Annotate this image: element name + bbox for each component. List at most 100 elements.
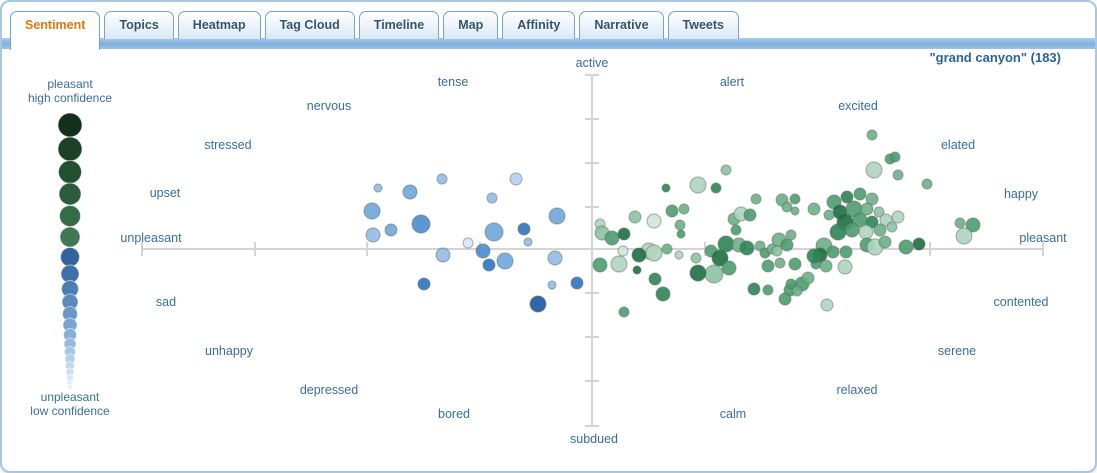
tweet-dot[interactable] [778,292,792,306]
tweet-dot[interactable] [912,237,926,251]
tweet-dot[interactable] [484,222,504,242]
tweet-dot[interactable] [754,240,766,252]
tweet-dot[interactable] [710,182,722,194]
tweet-dot[interactable] [892,169,904,181]
tweet-dot[interactable] [774,257,786,269]
tweet-dot[interactable] [384,223,398,237]
tweet-dot[interactable] [617,245,629,257]
tab-narrative[interactable]: Narrative [579,11,664,39]
tweet-dot[interactable] [365,227,381,243]
tweet-dot[interactable] [780,238,794,252]
tweet-dot[interactable] [829,223,847,241]
tweet-dot[interactable] [955,227,973,245]
tweet-dot[interactable] [747,282,761,296]
tweet-dot[interactable] [790,206,800,216]
tweet-dot[interactable] [475,243,491,259]
tweet-dot[interactable] [853,187,867,201]
tweet-dot[interactable] [632,265,642,275]
tab-tag-cloud[interactable]: Tag Cloud [264,11,355,39]
tweet-dot[interactable] [496,252,514,270]
tab-affinity[interactable]: Affinity [502,11,576,39]
tab-heatmap[interactable]: Heatmap [177,11,261,39]
tab-map[interactable]: Map [443,11,499,39]
tweet-dot[interactable] [873,223,887,237]
tweet-dot[interactable] [517,222,531,236]
tweet-dot[interactable] [689,264,707,282]
tweet-dot[interactable] [791,285,803,297]
tweet-dot[interactable] [891,210,905,224]
tweet-dot[interactable] [761,259,775,273]
tweet-dot[interactable] [646,213,662,229]
tweet-dot[interactable] [860,202,874,216]
tweet-dot[interactable] [547,250,563,266]
tweet-dot[interactable] [771,245,783,257]
tweet-dot[interactable] [482,258,496,272]
tweet-dot[interactable] [402,184,418,200]
tweet-dot[interactable] [839,245,853,259]
tweet-dot[interactable] [840,190,854,204]
tweet-dot[interactable] [604,230,620,246]
tweet-dot[interactable] [720,164,732,176]
tweet-dot[interactable] [789,193,801,205]
tweet-dot[interactable] [690,252,702,264]
tweet-dot[interactable] [411,214,431,234]
tweet-dot[interactable] [785,229,797,241]
tweet-dot[interactable] [674,219,686,231]
tweet-dot[interactable] [762,284,774,296]
tab-topics[interactable]: Topics [104,11,174,39]
tweet-dot[interactable] [806,248,822,264]
tweet-dot[interactable] [965,217,981,233]
tweet-dot[interactable] [617,227,631,241]
tweet-dot[interactable] [548,207,566,225]
tweet-dot[interactable] [823,209,835,221]
tweet-dot[interactable] [865,161,883,179]
tweet-dot[interactable] [435,247,451,263]
tab-sentiment[interactable]: Sentiment [10,11,101,50]
tweet-dot[interactable] [739,240,755,256]
tweet-dot[interactable] [676,229,686,239]
tweet-dot[interactable] [509,172,523,186]
tweet-dot[interactable] [878,235,892,249]
tweet-dot[interactable] [678,203,690,215]
tweet-dot[interactable] [655,286,671,302]
tweet-dot[interactable] [781,201,793,213]
tweet-dot[interactable] [631,247,647,263]
tweet-dot[interactable] [886,221,898,233]
tweet-dot[interactable] [788,257,802,271]
tweet-dot[interactable] [570,276,584,290]
tweet-dot[interactable] [704,264,724,284]
tweet-dot[interactable] [721,260,737,276]
tweet-dot[interactable] [898,239,914,255]
tweet-dot[interactable] [873,206,885,218]
tweet-dot[interactable] [858,224,874,240]
tweet-dot[interactable] [820,298,834,312]
tweet-dot[interactable] [865,192,879,206]
tweet-dot[interactable] [661,243,673,255]
tweet-dot[interactable] [785,278,797,290]
tweet-dot[interactable] [819,259,833,273]
tweet-dot[interactable] [889,151,901,163]
tweet-dot[interactable] [866,129,878,141]
tweet-dot[interactable] [417,277,431,291]
tweet-dot[interactable] [363,202,381,220]
tweet-dot[interactable] [674,250,684,260]
tweet-dot[interactable] [661,183,671,193]
tweet-dot[interactable] [523,237,533,247]
tweet-dot[interactable] [610,255,628,273]
tweet-dot[interactable] [689,176,707,194]
tweet-dot[interactable] [826,245,840,259]
tab-timeline[interactable]: Timeline [358,11,440,39]
tweet-dot[interactable] [529,295,547,313]
tweet-dot[interactable] [628,210,642,224]
tweet-dot[interactable] [462,237,474,249]
tweet-dot[interactable] [730,224,742,236]
tweet-dot[interactable] [865,215,879,229]
tweet-dot[interactable] [954,217,966,229]
tweet-dot[interactable] [750,193,762,205]
tweet-dot[interactable] [592,257,608,273]
tweet-dot[interactable] [837,259,853,275]
tweet-dot[interactable] [807,202,821,216]
tweet-dot[interactable] [486,192,498,204]
tweet-dot[interactable] [844,222,860,238]
tweet-dot[interactable] [547,280,557,290]
